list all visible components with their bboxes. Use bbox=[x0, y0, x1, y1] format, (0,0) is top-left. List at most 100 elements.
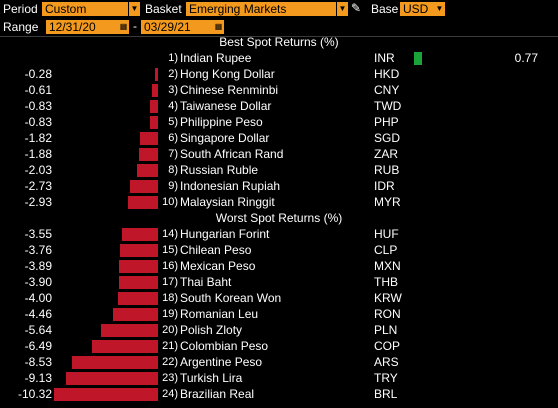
best-row[interactable]: -0.28 2) Hong Kong Dollar HKD bbox=[0, 66, 558, 82]
negative-return-bar bbox=[112, 308, 158, 321]
rank-number: 18) bbox=[162, 292, 178, 304]
rank-number: 20) bbox=[162, 324, 178, 336]
range-end-input[interactable]: 03/29/21 bbox=[141, 20, 213, 34]
period-dropdown-icon[interactable]: ▼ bbox=[129, 2, 140, 16]
base-dropdown-icon[interactable]: ▼ bbox=[434, 2, 445, 16]
worst-row[interactable]: -3.55 14) Hungarian Forint HUF bbox=[0, 226, 558, 242]
currency-name[interactable]: South African Rand bbox=[180, 147, 284, 161]
negative-return-bar bbox=[65, 372, 158, 385]
basket-label: Basket bbox=[145, 2, 182, 16]
worst-row[interactable]: -3.76 15) Chilean Peso CLP bbox=[0, 242, 558, 258]
best-row[interactable]: -1.88 7) South African Rand ZAR bbox=[0, 146, 558, 162]
currency-code: RUB bbox=[374, 163, 400, 177]
worst-row[interactable]: -10.32 24) Brazilian Real BRL bbox=[0, 386, 558, 402]
best-row[interactable]: -1.82 6) Singapore Dollar SGD bbox=[0, 130, 558, 146]
currency-code: ARS bbox=[374, 355, 399, 369]
negative-return-bar bbox=[137, 164, 158, 177]
currency-code: IDR bbox=[374, 179, 395, 193]
currency-code: HUF bbox=[374, 227, 399, 241]
currency-name[interactable]: Singapore Dollar bbox=[180, 131, 270, 145]
rank-number: 23) bbox=[162, 372, 178, 384]
currency-name[interactable]: Hong Kong Dollar bbox=[180, 67, 275, 81]
currency-code: CLP bbox=[374, 243, 398, 257]
return-value-left: -3.89 bbox=[24, 259, 52, 273]
worst-section-title: Worst Spot Returns (%) bbox=[215, 211, 343, 225]
rank-number: 7) bbox=[168, 148, 178, 160]
base-currency-select[interactable]: USD bbox=[400, 2, 434, 16]
currency-name[interactable]: Thai Baht bbox=[180, 275, 232, 289]
negative-return-bar bbox=[120, 244, 158, 257]
negative-return-bar bbox=[130, 180, 158, 193]
return-value-left: -0.83 bbox=[24, 99, 52, 113]
currency-name[interactable]: Chinese Renminbi bbox=[180, 83, 279, 97]
currency-name[interactable]: Turkish Lira bbox=[180, 371, 243, 385]
period-select[interactable]: Custom bbox=[42, 2, 128, 16]
return-value-left: -3.76 bbox=[24, 243, 52, 257]
currency-name[interactable]: Argentine Peso bbox=[180, 355, 263, 369]
worst-row[interactable]: -6.49 21) Colombian Peso COP bbox=[0, 338, 558, 354]
return-value-left: -1.82 bbox=[24, 131, 52, 145]
currency-name[interactable]: Polish Zloty bbox=[180, 323, 243, 337]
return-value-left: -3.90 bbox=[24, 275, 52, 289]
best-row[interactable]: -2.73 9) Indonesian Rupiah IDR bbox=[0, 178, 558, 194]
currency-code: CNY bbox=[374, 83, 400, 97]
best-row[interactable]: -0.61 3) Chinese Renminbi CNY bbox=[0, 82, 558, 98]
return-value-left: -10.32 bbox=[17, 387, 52, 401]
range-start-input[interactable]: 12/31/20 bbox=[46, 20, 118, 34]
worst-row[interactable]: -3.89 16) Mexican Peso MXN bbox=[0, 258, 558, 274]
positive-return-bar bbox=[414, 52, 422, 65]
currency-code: KRW bbox=[374, 291, 402, 305]
negative-return-bar bbox=[122, 228, 158, 241]
currency-code: THB bbox=[374, 275, 398, 289]
negative-return-bar bbox=[92, 340, 158, 353]
negative-return-bar bbox=[101, 324, 158, 337]
edit-pencil-icon[interactable]: ✎ bbox=[351, 1, 362, 15]
currency-name[interactable]: Russian Ruble bbox=[180, 163, 259, 177]
best-row[interactable]: -0.83 4) Taiwanese Dollar TWD bbox=[0, 98, 558, 114]
basket-dropdown-icon[interactable]: ▼ bbox=[337, 2, 348, 16]
worst-row[interactable]: -3.90 17) Thai Baht THB bbox=[0, 274, 558, 290]
rank-number: 4) bbox=[168, 100, 178, 112]
range-end-calendar-icon[interactable]: ▦ bbox=[213, 20, 224, 34]
currency-name[interactable]: Malaysian Ringgit bbox=[180, 195, 275, 209]
currency-name[interactable]: Indian Rupee bbox=[180, 51, 252, 65]
currency-name[interactable]: Taiwanese Dollar bbox=[180, 99, 272, 113]
best-row[interactable]: -2.93 10) Malaysian Ringgit MYR bbox=[0, 194, 558, 210]
currency-name[interactable]: Philippine Peso bbox=[180, 115, 263, 129]
range-start-calendar-icon[interactable]: ▦ bbox=[118, 20, 129, 34]
currency-code: INR bbox=[374, 51, 395, 65]
best-row[interactable]: -0.83 5) Philippine Peso PHP bbox=[0, 114, 558, 130]
rank-number: 22) bbox=[162, 356, 178, 368]
currency-name[interactable]: Chilean Peso bbox=[180, 243, 252, 257]
return-value-left: -2.03 bbox=[24, 163, 52, 177]
worst-row[interactable]: -4.46 19) Romanian Leu RON bbox=[0, 306, 558, 322]
rank-number: 24) bbox=[162, 388, 178, 400]
rank-number: 10) bbox=[162, 196, 178, 208]
worst-row[interactable]: -4.00 18) South Korean Won KRW bbox=[0, 290, 558, 306]
rank-number: 1) bbox=[168, 52, 178, 64]
currency-code: TWD bbox=[374, 99, 402, 113]
best-row[interactable]: 1) Indian Rupee INR 0.77 bbox=[0, 50, 558, 66]
negative-return-bar bbox=[151, 84, 158, 97]
currency-code: RON bbox=[374, 307, 401, 321]
currency-name[interactable]: Romanian Leu bbox=[180, 307, 259, 321]
currency-code: MXN bbox=[374, 259, 401, 273]
currency-name[interactable]: Indonesian Rupiah bbox=[180, 179, 281, 193]
currency-name[interactable]: Colombian Peso bbox=[180, 339, 269, 353]
currency-code: COP bbox=[374, 339, 401, 353]
worst-row[interactable]: -5.64 20) Polish Zloty PLN bbox=[0, 322, 558, 338]
best-row[interactable]: -2.03 8) Russian Ruble RUB bbox=[0, 162, 558, 178]
currency-name[interactable]: Brazilian Real bbox=[180, 387, 255, 401]
basket-select[interactable]: Emerging Markets bbox=[186, 2, 336, 16]
return-value-left: -6.49 bbox=[24, 339, 52, 353]
worst-row[interactable]: -9.13 23) Turkish Lira TRY bbox=[0, 370, 558, 386]
currency-code: MYR bbox=[374, 195, 401, 209]
rank-number: 17) bbox=[162, 276, 178, 288]
rank-number: 6) bbox=[168, 132, 178, 144]
currency-name[interactable]: Mexican Peso bbox=[180, 259, 256, 273]
negative-return-bar bbox=[71, 356, 158, 369]
worst-row[interactable]: -8.53 22) Argentine Peso ARS bbox=[0, 354, 558, 370]
currency-name[interactable]: Hungarian Forint bbox=[180, 227, 270, 241]
return-value-left: -9.13 bbox=[24, 371, 52, 385]
currency-name[interactable]: South Korean Won bbox=[180, 291, 282, 305]
